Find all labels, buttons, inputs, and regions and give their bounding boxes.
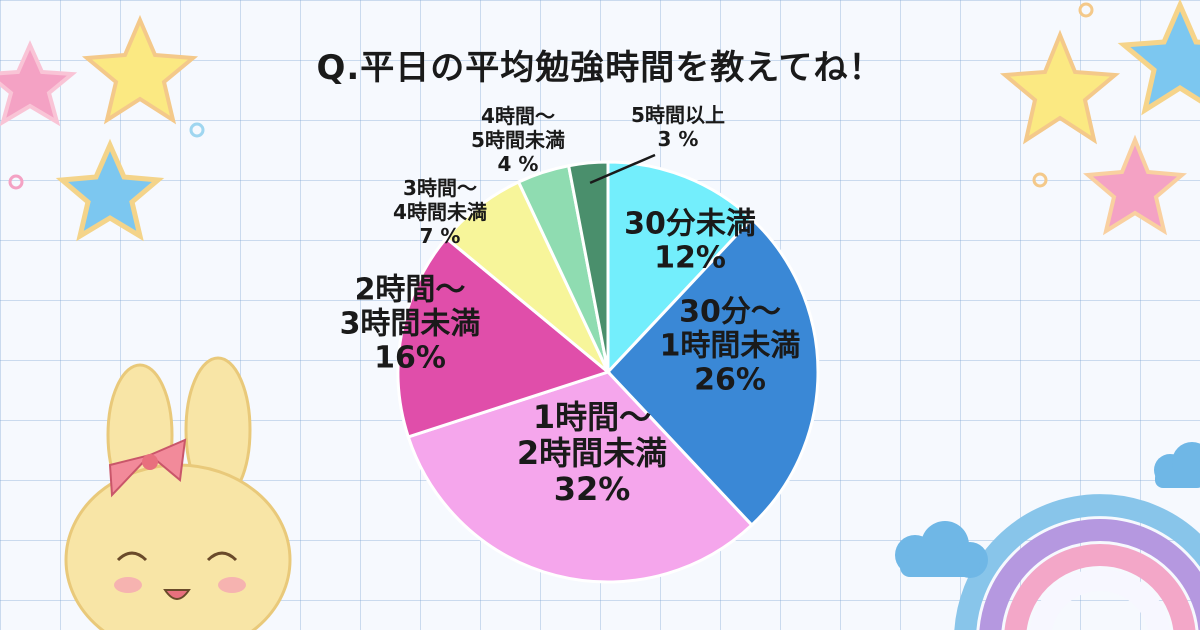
pie-slice bbox=[606, 160, 754, 376]
slice-category-label: 2時間未満 bbox=[517, 434, 667, 472]
slice-category-label: 1時間未満 bbox=[660, 329, 801, 364]
bubble-icon bbox=[8, 174, 24, 190]
slice-category-label: 5時間以上 bbox=[631, 103, 725, 127]
slice-category-label: 30分未満 bbox=[624, 207, 756, 242]
slice-value-label: 16% bbox=[374, 341, 446, 376]
slice-value-label: 12% bbox=[654, 241, 726, 276]
slice-category-label: 3時間～ bbox=[403, 176, 477, 200]
leader-line bbox=[589, 153, 656, 184]
slice-value-label: 4 % bbox=[498, 152, 539, 176]
star-icon bbox=[999, 29, 1121, 145]
pie-slice bbox=[566, 160, 610, 373]
bubble-icon bbox=[1078, 2, 1094, 18]
slice-category-label: 4時間～ bbox=[481, 104, 555, 128]
slice-value-label: 26% bbox=[694, 363, 766, 398]
bunny-illustration bbox=[64, 356, 292, 630]
rainbow-icon bbox=[954, 494, 1200, 630]
star-icon bbox=[1117, 0, 1200, 116]
slice-value-label: 7 % bbox=[420, 224, 461, 248]
star-icon bbox=[55, 138, 165, 242]
cloud-icon bbox=[1154, 442, 1200, 488]
star-icon bbox=[81, 14, 199, 125]
slice-category-label: 5時間未満 bbox=[471, 128, 565, 152]
pie-slice bbox=[396, 236, 612, 439]
bubble-icon bbox=[1032, 172, 1048, 188]
slice-category-label: 30分～ bbox=[679, 295, 781, 330]
slice-category-label: 4時間未満 bbox=[393, 200, 487, 224]
pie-slice bbox=[406, 370, 754, 584]
cloud-icon bbox=[895, 521, 988, 578]
bubble-icon bbox=[189, 122, 205, 138]
slice-value-label: 3 % bbox=[658, 127, 699, 151]
slice-category-label: 3時間未満 bbox=[340, 307, 481, 342]
slice-category-label: 1時間～ bbox=[533, 398, 651, 436]
star-icon bbox=[0, 40, 78, 127]
pie-slice bbox=[605, 216, 820, 528]
slice-value-label: 32% bbox=[554, 470, 631, 508]
star-icon bbox=[1083, 134, 1187, 236]
page-title: Q.平日の平均勉強時間を教えてね！ bbox=[316, 48, 884, 88]
slice-category-label: 2時間～ bbox=[355, 273, 466, 308]
